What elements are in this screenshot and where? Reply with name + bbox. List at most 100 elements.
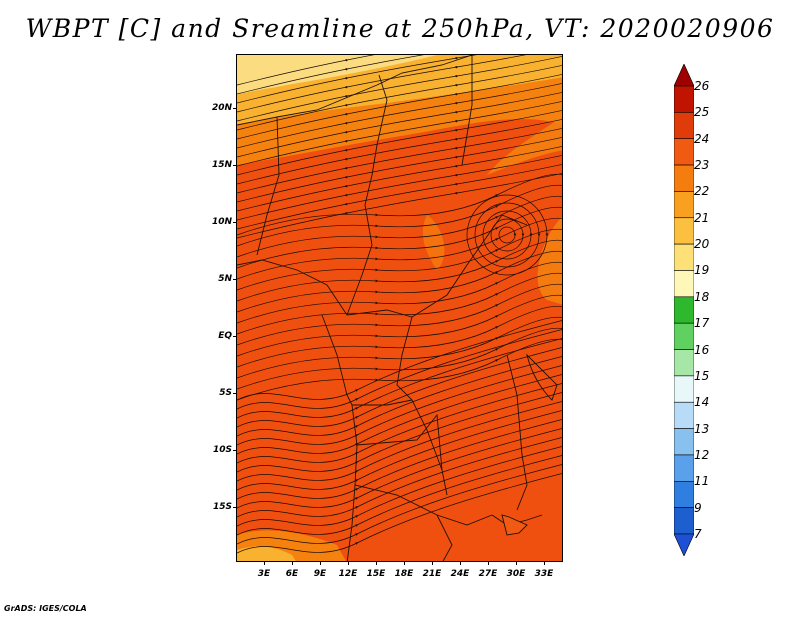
colorbar-swatch xyxy=(674,507,694,535)
colorbar-top-arrow xyxy=(674,64,694,87)
wbpt-fill-east-warm xyxy=(487,116,562,305)
lat-tick-label: 5N xyxy=(218,274,232,284)
colorbar-swatch xyxy=(674,401,694,429)
lon-tick xyxy=(544,561,545,565)
lon-tick-label: 6E xyxy=(285,569,299,579)
colorbar-label: 9 xyxy=(694,500,702,515)
streamline xyxy=(237,446,562,527)
colorbar-label: 22 xyxy=(694,184,710,199)
streamline xyxy=(237,320,562,401)
streamline xyxy=(237,338,562,401)
streamline xyxy=(466,194,549,276)
colorbar-label: 16 xyxy=(694,342,710,357)
streamline xyxy=(237,338,562,419)
colorbar-label: 15 xyxy=(694,368,710,383)
lon-tick xyxy=(404,561,405,565)
streamline xyxy=(474,202,541,268)
lon-tick xyxy=(264,561,265,565)
colorbar-swatch xyxy=(674,112,694,140)
streamline xyxy=(237,428,562,509)
colorbar-label: 21 xyxy=(694,210,710,225)
colorbar-swatch xyxy=(674,270,694,298)
streamline xyxy=(498,226,517,244)
lon-tick-label: 3E xyxy=(257,569,271,579)
streamline xyxy=(237,401,562,482)
lon-tick xyxy=(432,561,433,565)
colorbar-label: 17 xyxy=(694,316,710,331)
lon-tick-label: 27E xyxy=(478,569,498,579)
map-canvas xyxy=(237,55,562,561)
lat-tick xyxy=(233,450,237,451)
streamline xyxy=(237,419,562,500)
colorbar-label: 23 xyxy=(694,158,710,173)
lat-tick-label: 15S xyxy=(212,502,232,512)
lat-tick-label: 10S xyxy=(212,445,232,455)
streamline xyxy=(237,437,562,518)
streamline xyxy=(237,383,562,464)
lat-tick-label: 20N xyxy=(211,103,232,113)
streamline xyxy=(237,410,562,491)
lat-tick xyxy=(233,393,237,394)
lat-tick xyxy=(233,108,237,109)
streamline xyxy=(237,455,562,536)
streamline xyxy=(237,365,562,446)
colorbar-bottom-arrow xyxy=(674,533,694,556)
colorbar xyxy=(674,64,694,556)
lat-tick xyxy=(233,279,237,280)
streamline xyxy=(237,55,459,86)
lon-tick-label: 33E xyxy=(534,569,554,579)
colorbar-swatch xyxy=(674,428,694,456)
colorbar-label: 13 xyxy=(694,421,710,436)
colorbar-label: 24 xyxy=(694,131,710,146)
colorbar-label: 26 xyxy=(694,79,710,93)
colorbar-swatch xyxy=(674,164,694,192)
streamline xyxy=(237,347,562,428)
grads-credit: GrADS: IGES/COLA xyxy=(4,604,87,613)
lon-tick-label: 18E xyxy=(394,569,414,579)
lat-tick-label: 15N xyxy=(211,160,232,170)
map-title: WBPT [C] and Sreamline at 250hPa, VT: 20… xyxy=(25,14,775,43)
lon-tick-label: 15E xyxy=(366,569,386,579)
lat-tick xyxy=(233,507,237,508)
streamline xyxy=(237,473,562,554)
colorbar-swatch xyxy=(674,138,694,166)
lon-tick xyxy=(460,561,461,565)
lat-tick-label: EQ xyxy=(218,331,232,341)
lon-tick-label: 12E xyxy=(338,569,358,579)
country-boundaries xyxy=(237,55,558,561)
lon-tick xyxy=(376,561,377,565)
streamline xyxy=(482,210,533,260)
lat-tick-label: 10N xyxy=(211,217,232,227)
map-panel xyxy=(236,54,563,562)
colorbar-swatch xyxy=(674,243,694,271)
colorbar-label: 18 xyxy=(694,289,710,304)
colorbar-label: 20 xyxy=(694,237,710,252)
streamline xyxy=(237,464,562,545)
lat-tick xyxy=(233,336,237,337)
lon-tick-label: 21E xyxy=(422,569,442,579)
streamline xyxy=(237,329,562,410)
lon-tick-label: 30E xyxy=(506,569,526,579)
lon-tick xyxy=(488,561,489,565)
colorbar-label: 12 xyxy=(694,447,710,462)
wbpt-fill-sw-cool xyxy=(237,546,296,561)
colorbar-swatch xyxy=(674,322,694,350)
colorbar-swatch xyxy=(674,375,694,403)
lon-tick-label: 9E xyxy=(313,569,327,579)
streamline xyxy=(237,392,562,473)
colorbar-label: 11 xyxy=(694,474,710,489)
colorbar-swatch xyxy=(674,191,694,219)
lat-tick xyxy=(233,165,237,166)
lon-tick xyxy=(516,561,517,565)
colorbar-swatch xyxy=(674,85,694,113)
colorbar-label: 14 xyxy=(694,395,710,410)
lon-tick xyxy=(348,561,349,565)
colorbar-label: 25 xyxy=(694,105,710,120)
colorbar-swatch xyxy=(674,454,694,482)
streamline xyxy=(490,218,525,252)
colorbar-swatch xyxy=(674,349,694,377)
lon-tick-label: 24E xyxy=(450,569,470,579)
colorbar-swatch xyxy=(674,480,694,508)
colorbar-label: 19 xyxy=(694,263,710,278)
streamline xyxy=(237,356,562,437)
